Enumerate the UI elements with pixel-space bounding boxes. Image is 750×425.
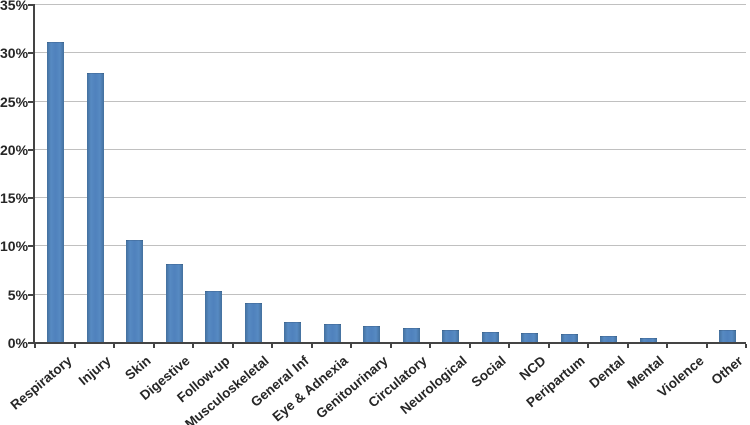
y-axis-line [33,4,35,344]
bar-digestive [165,264,183,342]
gridline-25 [35,101,746,102]
bar-follow-up [205,291,223,342]
y-tick-label-10: 10% [0,238,29,254]
y-tick-35 [28,4,33,6]
y-tick-label-30: 30% [0,45,29,61]
gridline-15 [35,197,746,198]
y-tick-label-0: 0% [7,335,28,351]
bar-general-inf [284,322,302,342]
gridline-35 [35,4,746,5]
x-tick-4 [192,344,194,348]
x-tick-1 [73,344,76,348]
gridline-10 [35,245,746,246]
y-tick-label-20: 20% [0,142,29,158]
bar-mental [639,338,657,342]
y-tick-5 [28,294,33,296]
bar-musculoskeletal [244,303,262,342]
x-tick-11 [468,344,471,348]
x-tick-3 [152,344,155,348]
y-tick-20 [28,149,33,151]
x-tick-8 [350,344,352,348]
x-tick-15 [626,344,629,348]
bar-social [481,332,499,342]
x-category-label-text: Skin [121,353,154,383]
y-tick-label-5: 5% [7,287,28,303]
x-tick-5 [231,344,234,348]
x-axis-line [33,342,746,344]
bar-eye-adnexia [323,324,341,342]
bar-circulatory [402,328,420,342]
y-tick-25 [28,101,33,103]
x-tick-9 [389,344,392,348]
gridline-5 [35,294,746,295]
x-tick-17 [705,344,708,348]
x-tick-14 [587,344,589,348]
bar-ncd [521,333,539,342]
gridline-20 [35,149,746,150]
x-category-label-text: Social [468,353,509,391]
gridline-30 [35,52,746,53]
bar-skin [126,240,144,342]
x-tick-0 [34,344,36,348]
x-tick-12 [508,344,510,348]
x-tick-7 [310,344,313,348]
y-tick-15 [28,197,33,199]
x-category-label-text: Injury [76,353,114,389]
x-tick-6 [271,344,273,348]
y-tick-10 [28,245,33,247]
x-tick-2 [113,344,115,348]
y-tick-0 [28,342,33,344]
bar-injury [86,73,104,342]
bar-neurological [442,330,460,342]
x-category-label-text: Dental [586,353,628,392]
x-category-label-text: Respiratory [7,353,75,413]
x-tick-18 [745,344,747,348]
bar-respiratory [47,42,65,342]
x-tick-13 [547,344,550,348]
y-tick-30 [28,52,33,54]
x-tick-16 [666,344,668,348]
bar-other [718,330,736,342]
y-tick-label-25: 25% [0,94,29,110]
y-tick-label-15: 15% [0,190,29,206]
x-tick-10 [429,344,431,348]
x-category-label-text: Other [708,353,746,388]
x-category-label-text: NCD [516,353,549,384]
bar-genitourinary [363,326,381,342]
bar-peripartum [560,334,578,342]
y-tick-label-35: 35% [0,0,29,13]
bar-dental [600,336,618,342]
